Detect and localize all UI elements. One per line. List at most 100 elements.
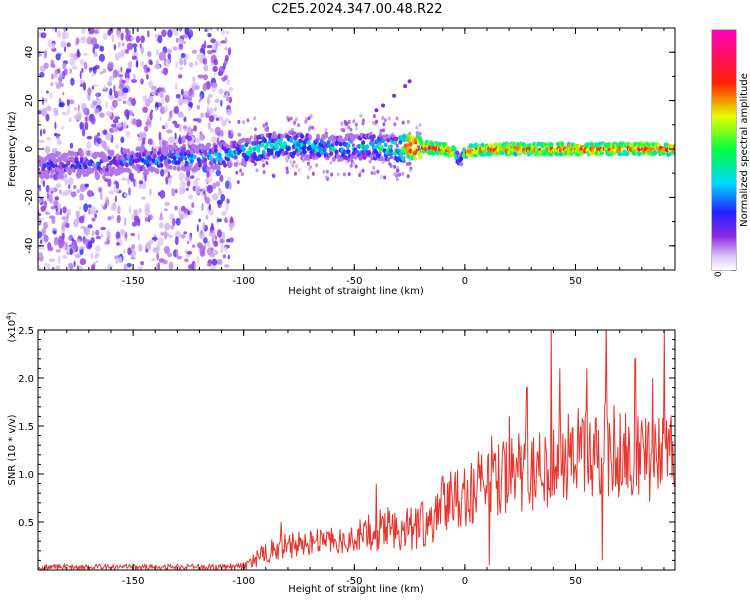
noise-point [127, 247, 132, 255]
noise-point [225, 91, 229, 97]
noise-point [187, 101, 194, 107]
noise-point [184, 258, 189, 263]
noise-point [73, 185, 77, 190]
noise-point [138, 207, 142, 214]
noise-point [159, 91, 164, 98]
noise-point [307, 116, 311, 121]
noise-point [347, 119, 351, 124]
noise-point [66, 212, 69, 222]
noise-point [141, 174, 146, 181]
ridge-point [500, 150, 505, 156]
ridge-point [47, 165, 52, 171]
noise-point [179, 214, 184, 221]
noise-point [160, 231, 165, 236]
noise-point [140, 61, 145, 67]
noise-point [62, 91, 65, 96]
noise-point [347, 172, 351, 177]
ridge-point [365, 144, 370, 150]
noise-point [221, 119, 227, 127]
noise-point [206, 263, 212, 267]
noise-point [204, 40, 207, 49]
noise-point [142, 106, 149, 113]
noise-point [211, 258, 218, 266]
noise-point [70, 191, 77, 198]
noise-point [105, 199, 110, 207]
noise-point [395, 177, 399, 182]
noise-point [182, 34, 189, 39]
noise-point [133, 46, 137, 53]
noise-point [227, 181, 230, 187]
noise-point [415, 130, 419, 135]
noise-point [120, 66, 123, 73]
noise-point [50, 59, 55, 67]
noise-point [271, 173, 275, 178]
ridge-point [126, 148, 131, 154]
noise-point [84, 121, 89, 131]
noise-point [98, 187, 102, 193]
noise-point [197, 118, 202, 123]
noise-point [164, 222, 171, 231]
noise-point [211, 230, 216, 239]
noise-point [113, 43, 117, 51]
noise-point [139, 131, 143, 140]
noise-point [199, 48, 204, 54]
ridge-point [189, 158, 194, 164]
noise-point [173, 31, 179, 37]
noise-point [112, 69, 118, 79]
noise-point [73, 260, 76, 268]
noise-point [170, 224, 175, 230]
noise-point [207, 33, 212, 38]
y-multiplier: (x104) [5, 311, 18, 342]
noise-point [408, 161, 412, 166]
noise-point [221, 212, 226, 216]
noise-point [116, 30, 121, 38]
noise-point [141, 196, 146, 200]
y-tick-label: -40 [24, 238, 35, 254]
ridge-point [280, 133, 285, 139]
noise-point [340, 122, 344, 127]
noise-point [315, 163, 319, 168]
noise-point [174, 205, 178, 211]
noise-point [203, 237, 208, 244]
noise-point [408, 168, 412, 173]
plot-frame-2 [37, 329, 676, 571]
noise-point [213, 240, 219, 247]
noise-point [211, 42, 217, 51]
noise-point [216, 137, 220, 146]
noise-point [188, 88, 193, 97]
noise-point [150, 258, 157, 262]
noise-point [221, 29, 225, 36]
ridge-point [187, 166, 192, 172]
noise-point [361, 168, 365, 173]
noise-point [38, 253, 43, 259]
ridge-point [203, 157, 208, 163]
noise-point [175, 61, 178, 69]
noise-point [114, 144, 120, 149]
noise-point [201, 202, 204, 212]
noise-point [131, 55, 138, 60]
noise-point [38, 139, 45, 143]
noise-point [180, 52, 186, 59]
noise-point [181, 88, 184, 96]
noise-point [135, 61, 139, 68]
noise-point [135, 35, 141, 44]
noise-point [193, 125, 198, 132]
noise-point [160, 169, 165, 177]
noise-point [114, 195, 118, 203]
noise-point [228, 86, 234, 92]
colorbar [712, 30, 736, 270]
noise-point [235, 170, 239, 175]
noise-point [370, 171, 374, 175]
noise-point [128, 205, 132, 214]
x-tick-label: -100 [232, 276, 255, 287]
noise-point [204, 186, 208, 195]
noise-point [53, 200, 59, 206]
noise-point [164, 208, 168, 212]
noise-point [149, 111, 153, 121]
noise-point [71, 238, 75, 242]
noise-point [342, 172, 346, 177]
noise-point [178, 43, 184, 48]
noise-point [142, 137, 146, 145]
noise-point [69, 68, 72, 74]
noise-point [148, 59, 153, 65]
